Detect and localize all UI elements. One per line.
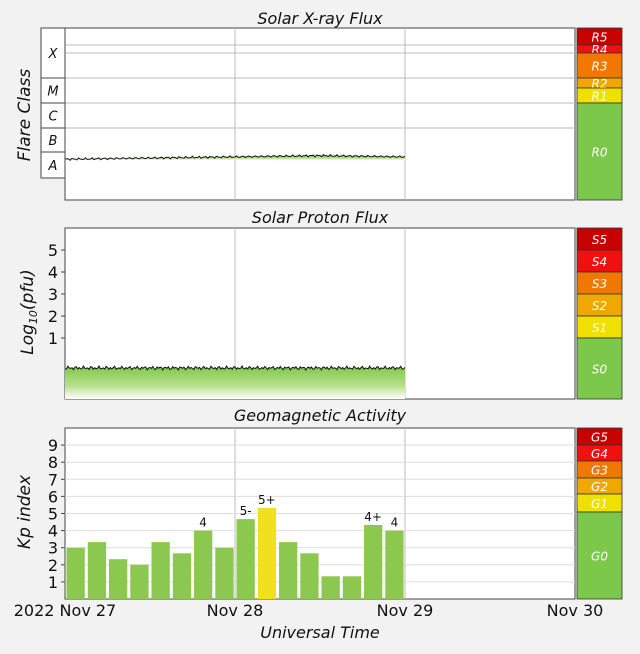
kp-bar (172, 553, 192, 599)
xray-title: Solar X-ray Flux (257, 9, 383, 28)
kp-bar (66, 547, 85, 599)
geomagnetic-storm-scale: G5 G4 G3 G2 G1 G0 (576, 427, 623, 600)
kp-bar (257, 507, 277, 599)
proton-flux-line (64, 364, 406, 371)
kp-bar (342, 576, 362, 599)
geomag-grid (65, 428, 575, 599)
scale-label-G1: G1 (591, 497, 608, 511)
kp-ytick-8: 8 (48, 453, 58, 472)
scale-band-S0 (576, 337, 623, 400)
scale-label-S1: S1 (592, 321, 607, 335)
date-label: Nov 29 (377, 601, 434, 620)
proton-ytick-5: 5 (48, 241, 58, 260)
kp-ytick-5: 5 (48, 505, 58, 524)
scale-band-R0 (576, 102, 623, 201)
kp-bar (321, 576, 340, 599)
xray-flux-line (64, 153, 406, 161)
proton-ylabel: Log10(pfu) (18, 269, 40, 355)
xray-grid (65, 28, 575, 200)
kp-ytick-1: 1 (48, 573, 58, 592)
date-axis: 2022 Nov 27 Nov 28 Nov 29 Nov 30 (14, 601, 604, 620)
kp-bar (236, 519, 255, 599)
scale-label-G5: G5 (591, 431, 608, 445)
kp-bar (87, 542, 107, 599)
scale-band-G0 (576, 511, 623, 600)
scale-label-S0: S0 (592, 363, 608, 377)
proton-ylabel-main: Log (18, 324, 38, 355)
kp-bar (215, 547, 234, 599)
flare-class-B: B (49, 134, 58, 149)
proton-ytick-2: 2 (48, 307, 58, 326)
xray-ylabel: Flare Class (15, 69, 35, 162)
proton-ylabel-tail: (pfu) (18, 269, 38, 310)
scale-label-R0: R0 (592, 146, 608, 160)
kp-bar-label: 4+ (364, 510, 382, 524)
flare-class-M: M (47, 85, 58, 100)
proton-ylabel-sub: 10 (27, 310, 40, 324)
kp-bar (194, 530, 213, 599)
proton-yticks: 1 2 3 4 5 (48, 241, 65, 348)
kp-bar-label: 4 (199, 516, 207, 530)
xaxis-label: Universal Time (260, 623, 380, 642)
proton-title: Solar Proton Flux (252, 208, 389, 227)
proton-ytick-3: 3 (48, 285, 58, 304)
kp-bar-label: 5- (240, 504, 252, 518)
kp-ytick-9: 9 (48, 436, 58, 455)
scale-label-G0: G0 (591, 550, 608, 564)
date-label: 2022 Nov 27 (14, 601, 116, 620)
kp-ytick-2: 2 (48, 556, 58, 575)
flare-class-C: C (48, 110, 58, 125)
kp-bars: 4 5- 5+ 4+ 4 (66, 493, 404, 599)
scale-label-R1: R1 (592, 90, 608, 104)
kp-bar-label: 4 (391, 516, 399, 530)
scale-label-S3: S3 (592, 277, 607, 291)
kp-bar (279, 542, 298, 599)
scale-label-R3: R3 (592, 60, 608, 74)
scale-band-R3 (576, 52, 623, 79)
scale-label-S5: S5 (592, 233, 607, 247)
geomag-ylabel: Kp index (15, 474, 35, 549)
flare-class-A: A (48, 159, 58, 174)
scale-label-G4: G4 (591, 447, 608, 461)
proton-flux-fill (65, 366, 405, 399)
kp-ytick-7: 7 (48, 470, 58, 489)
kp-bar-label: 5+ (258, 493, 276, 507)
kp-bar (151, 542, 170, 599)
radiation-storm-scale: S5 S4 S3 S2 S1 S0 (576, 227, 623, 400)
kp-bar (109, 559, 128, 599)
xray-plot-area (64, 27, 576, 201)
kp-bar (130, 564, 149, 599)
kp-bar (364, 525, 383, 599)
flare-class-X: X (48, 47, 59, 62)
kp-bar (385, 530, 404, 599)
scale-label-S2: S2 (592, 299, 607, 313)
scale-label-R5: R5 (592, 31, 608, 45)
proton-ytick-1: 1 (48, 329, 58, 348)
scale-label-S4: S4 (592, 255, 607, 269)
scale-label-G2: G2 (591, 480, 608, 494)
kp-ytick-6: 6 (48, 487, 58, 506)
proton-ytick-4: 4 (48, 263, 58, 282)
scale-label-R2: R2 (592, 77, 608, 91)
scale-label-G3: G3 (591, 464, 608, 478)
geomag-title: Geomagnetic Activity (234, 406, 407, 425)
date-label: Nov 30 (547, 601, 604, 620)
kp-ytick-3: 3 (48, 539, 58, 558)
date-label: Nov 28 (207, 601, 264, 620)
kp-ytick-4: 4 (48, 522, 58, 541)
kp-bar (300, 553, 319, 599)
